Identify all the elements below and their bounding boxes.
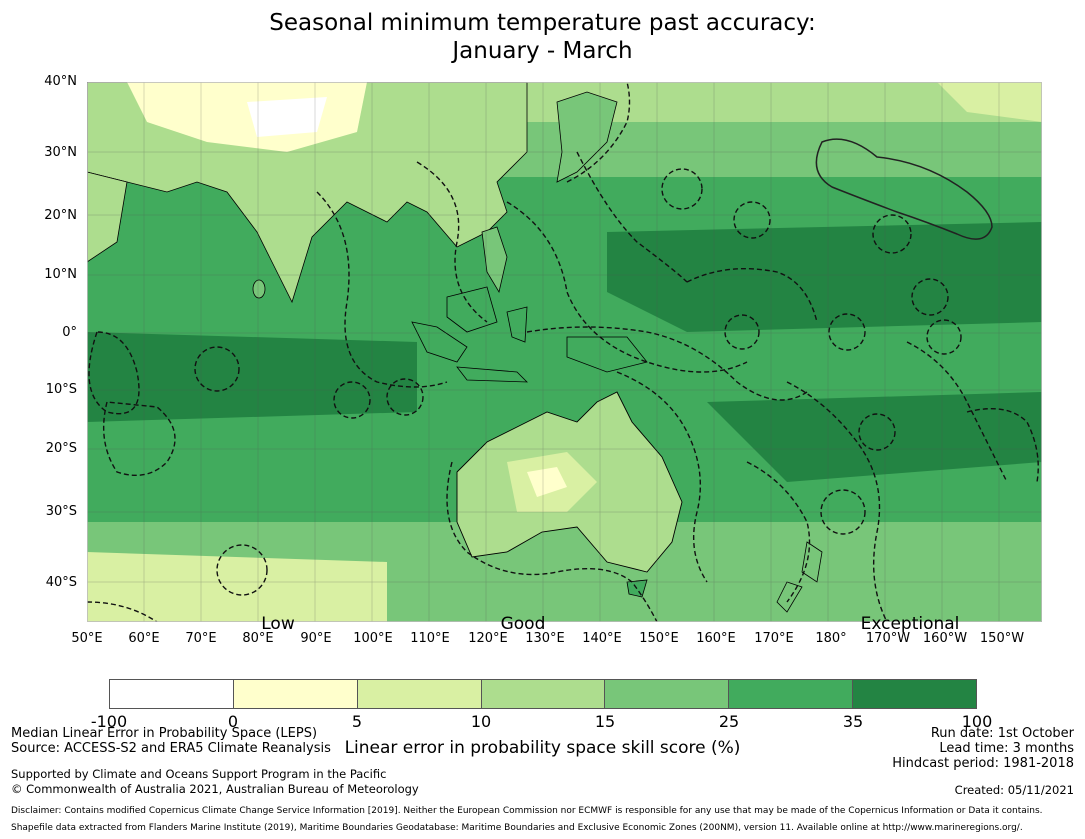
category-low: Low <box>261 614 295 634</box>
colorbar <box>109 679 977 709</box>
lon-label-110e: 110°E <box>410 631 450 646</box>
lon-label-70e: 70°E <box>185 631 217 646</box>
map-title-line1: Seasonal minimum temperature past accura… <box>269 10 816 36</box>
lon-label-160e: 160°E <box>696 631 736 646</box>
colorbar-label: Linear error in probability space skill … <box>344 738 741 758</box>
colorbar-swatch-5 <box>605 680 730 708</box>
footer-shapefile: Shapefile data extracted from Flanders M… <box>11 823 1023 833</box>
lon-label-160w: 160°W <box>922 631 968 646</box>
tibet-area <box>247 97 327 137</box>
category-exceptional: Exceptional <box>860 614 960 634</box>
lon-label-130e: 130°E <box>525 631 565 646</box>
footer-hindcast: Hindcast period: 1981-2018 <box>892 756 1074 771</box>
map-title-line2: January - March <box>452 38 633 64</box>
lon-label-50e: 50°E <box>71 631 103 646</box>
footer-run-date: Run date: 1st October <box>930 726 1074 741</box>
lon-label-140e: 140°E <box>582 631 622 646</box>
footer-lead-time: Lead time: 3 months <box>939 741 1074 756</box>
lon-label-150w: 150°W <box>979 631 1025 646</box>
lon-label-170w: 170°W <box>865 631 911 646</box>
lat-label-20n: 20°N <box>44 208 77 223</box>
colorbar-swatch-6 <box>729 680 854 708</box>
new-zealand-north <box>801 541 823 583</box>
lon-label-100e: 100°E <box>353 631 393 646</box>
lat-label-10s: 10°S <box>45 382 77 397</box>
colorbar-tick-35: 35 <box>842 712 864 731</box>
lat-label-40s: 40°S <box>45 575 77 590</box>
footer-copyright: © Commonwealth of Australia 2021, Austra… <box>11 782 419 796</box>
lon-label-90e: 90°E <box>300 631 332 646</box>
colorbar-tick-15: 15 <box>594 712 616 731</box>
colorbar-tick-neg100: -100 <box>90 712 128 731</box>
colorbar-tick-100: 100 <box>961 712 993 731</box>
footer-created: Created: 05/11/2021 <box>954 783 1074 797</box>
colorbar-swatch-2 <box>233 680 358 708</box>
south-pacific-band <box>707 392 1042 482</box>
sumatra <box>411 321 468 363</box>
footer-method: Median Linear Error in Probability Space… <box>11 726 318 741</box>
footer-source: Source: ACCESS-S2 and ERA5 Climate Reana… <box>11 741 331 756</box>
lon-label-170e: 170°E <box>754 631 794 646</box>
colorbar-swatch-3 <box>357 680 482 708</box>
colorbar-swatch-4 <box>481 680 606 708</box>
philippines <box>481 226 508 294</box>
lat-label-10n: 10°N <box>44 267 77 282</box>
lat-label-0: 0° <box>62 325 77 340</box>
lat-label-30s: 30°S <box>45 504 77 519</box>
colorbar-tick-10: 10 <box>470 712 492 731</box>
lon-label-120e: 120°E <box>468 631 508 646</box>
colorbar-swatch-1 <box>110 680 234 708</box>
java <box>456 366 528 383</box>
lat-label-30n: 30°N <box>44 145 77 160</box>
colorbar-tick-0: 0 <box>227 712 239 731</box>
lon-label-80e: 80°E <box>242 631 274 646</box>
north-east-light <box>937 82 1042 122</box>
eez-boundaries <box>87 82 1039 622</box>
lat-label-20s: 20°S <box>45 441 77 456</box>
colorbar-tick-5: 5 <box>351 712 363 731</box>
colorbar-tick-25: 25 <box>718 712 740 731</box>
lon-label-60e: 60°E <box>128 631 160 646</box>
australia-center <box>527 467 567 497</box>
equatorial-pacific-band <box>607 222 1042 332</box>
japan <box>556 91 618 183</box>
hawaii-eez <box>815 138 993 240</box>
sulawesi <box>506 306 528 343</box>
graticule <box>87 82 1042 622</box>
footer-disclaimer: Disclaimer: Contains modified Copernicus… <box>11 806 1043 816</box>
footer-support: Supported by Climate and Oceans Support … <box>11 767 387 781</box>
arabia-landmass <box>87 171 128 263</box>
lat-label-40n: 40°N <box>44 74 77 89</box>
new-guinea <box>566 336 648 373</box>
skill-map <box>87 82 1042 622</box>
colorbar-swatch-7 <box>853 680 977 708</box>
lon-label-180: 180° <box>815 631 847 646</box>
sri-lanka <box>252 279 266 299</box>
category-good: Good <box>500 614 546 634</box>
lon-label-150e: 150°E <box>639 631 679 646</box>
southern-indian-light <box>87 552 387 622</box>
